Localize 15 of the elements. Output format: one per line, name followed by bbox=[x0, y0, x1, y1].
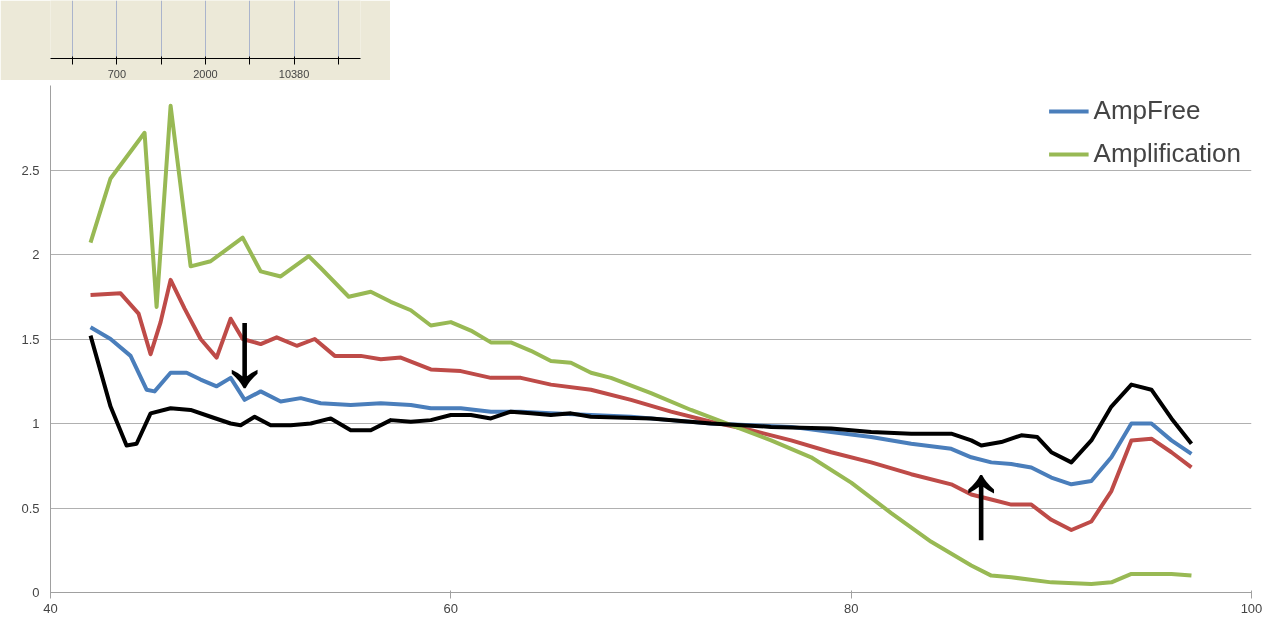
x-tick-label: 40 bbox=[43, 600, 58, 616]
legend-label: Amplification bbox=[1093, 138, 1241, 169]
legend-label: AmpFree bbox=[1093, 95, 1201, 126]
y-tick-label: 0.5 bbox=[21, 500, 40, 516]
y-tick-label: 0 bbox=[32, 585, 40, 600]
y-tick-label: 2.5 bbox=[21, 162, 40, 178]
category-label: 2000 bbox=[193, 67, 218, 80]
x-tick-label: 100 bbox=[1240, 600, 1263, 616]
y-tick-label: 1 bbox=[32, 416, 40, 431]
y-tick-label: 2 bbox=[32, 247, 40, 262]
x-tick-label: 80 bbox=[843, 600, 859, 616]
category-label: 700 bbox=[107, 67, 127, 80]
y-tick-label: 1.5 bbox=[21, 331, 40, 347]
category-label: 10380 bbox=[278, 67, 310, 80]
x-tick-label: 60 bbox=[443, 600, 459, 616]
